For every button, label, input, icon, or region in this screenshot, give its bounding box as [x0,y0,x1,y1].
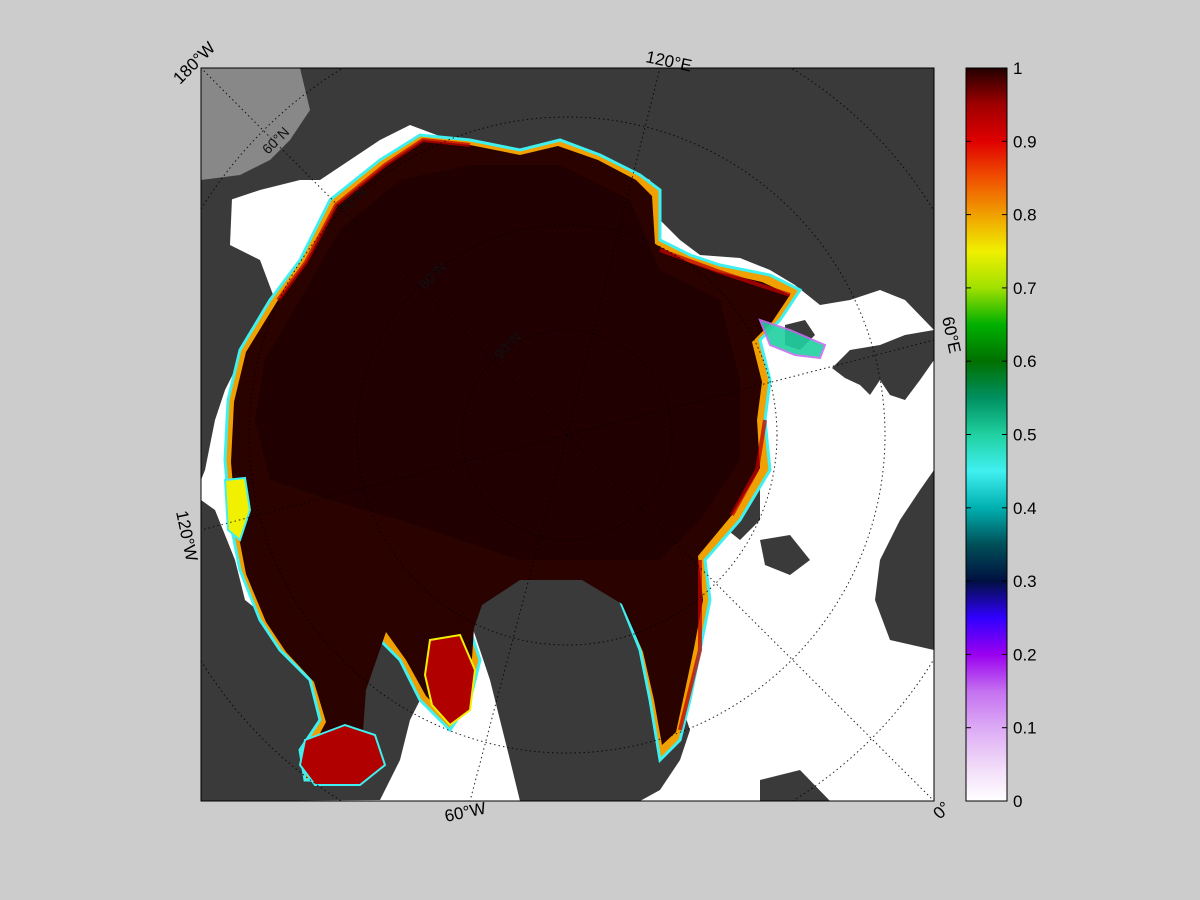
lon-label-60e: 60°E [938,315,964,355]
lon-label-120w: 120°W [172,509,201,563]
colorbar-tick-label: 0.4 [1013,499,1037,518]
colorbar-tick-label: 0.2 [1013,645,1037,664]
colorbar-tick-label: 0.3 [1013,572,1037,591]
colorbar: 0 0.1 0.2 0.3 0.4 0.5 0.6 0.7 0.8 0.9 1 [965,59,1037,811]
colorbar-tick-label: 0.1 [1013,719,1037,738]
colorbar-tick-label: 0.9 [1013,132,1037,151]
map-panel [201,68,934,801]
colorbar-tick-label: 1 [1013,59,1022,78]
map-frame [200,67,935,802]
colorbar-ticks: 0 0.1 0.2 0.3 0.4 0.5 0.6 0.7 0.8 0.9 1 [966,59,1037,811]
lon-label-60w: 60°W [443,799,488,826]
colorbar-tick-label: 0 [1013,792,1022,811]
graticule [201,68,934,801]
colorbar-gradient [965,67,1008,802]
masked-land [201,68,310,180]
lon-label-0: 0° [929,798,954,823]
colorbar-tick-label: 0.8 [1013,206,1037,225]
colorbar-tick-label: 0.6 [1013,352,1037,371]
sea-ice [223,133,827,786]
colorbar-tick-label: 0.7 [1013,279,1037,298]
colorbar-tick-label: 0.5 [1013,426,1037,445]
